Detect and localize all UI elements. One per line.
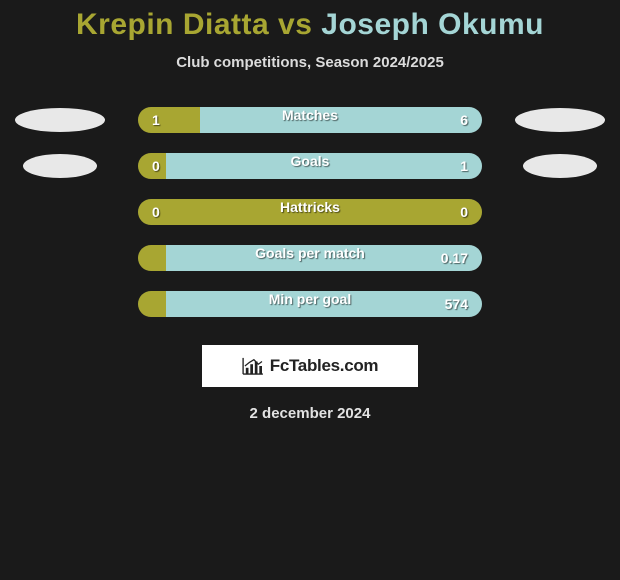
- metric-label: Goals: [291, 153, 330, 169]
- subtitle: Club competitions, Season 2024/2025: [0, 54, 620, 71]
- comparison-bar: 0.17 Goals per match: [138, 245, 482, 271]
- metric-label: Hattricks: [280, 199, 340, 215]
- player1-name: Krepin Diatta: [76, 8, 269, 41]
- value-player1: 0: [152, 204, 160, 220]
- avatar-holder: [10, 107, 110, 133]
- comparison-bar: 0 0 Hattricks: [138, 199, 482, 225]
- player2-name: Joseph Okumu: [321, 8, 544, 41]
- value-player2: 6: [460, 112, 468, 128]
- logo-text: FcTables.com: [270, 356, 379, 376]
- value-player1: 0: [152, 158, 160, 174]
- barchart-icon: [242, 357, 264, 375]
- date-label: 2 december 2024: [0, 405, 620, 422]
- player-avatar: [523, 154, 597, 178]
- metric-row: 1 6 Matches: [10, 97, 610, 143]
- comparison-bar: 574 Min per goal: [138, 291, 482, 317]
- value-player2: 0.17: [441, 250, 468, 266]
- logo-box: FcTables.com: [202, 345, 418, 387]
- value-player2: 1: [460, 158, 468, 174]
- metric-label: Min per goal: [269, 291, 351, 307]
- metric-label: Goals per match: [255, 245, 365, 261]
- player-avatar: [15, 108, 105, 132]
- value-player2: 574: [445, 296, 468, 312]
- avatar-holder: [510, 153, 610, 179]
- metric-row: 0.17 Goals per match: [10, 235, 610, 281]
- metric-row: 574 Min per goal: [10, 281, 610, 327]
- avatar-holder: [510, 107, 610, 133]
- avatar-holder: [10, 153, 110, 179]
- chart-area: 1 6 Matches 0 1 Goals 0 0 Hattricks 0.17 Goals per…: [0, 97, 620, 327]
- player-avatar: [23, 154, 97, 178]
- metric-row: 0 1 Goals: [10, 143, 610, 189]
- metric-label: Matches: [282, 107, 338, 123]
- value-player2: 0: [460, 204, 468, 220]
- comparison-bar: 0 1 Goals: [138, 153, 482, 179]
- page-title: Krepin Diatta vs Joseph Okumu: [0, 8, 620, 42]
- player-avatar: [515, 108, 605, 132]
- comparison-bar: 1 6 Matches: [138, 107, 482, 133]
- metric-row: 0 0 Hattricks: [10, 189, 610, 235]
- chart-container: Krepin Diatta vs Joseph Okumu Club compe…: [0, 0, 620, 422]
- title-vs: vs: [278, 8, 312, 41]
- value-player1: 1: [152, 112, 160, 128]
